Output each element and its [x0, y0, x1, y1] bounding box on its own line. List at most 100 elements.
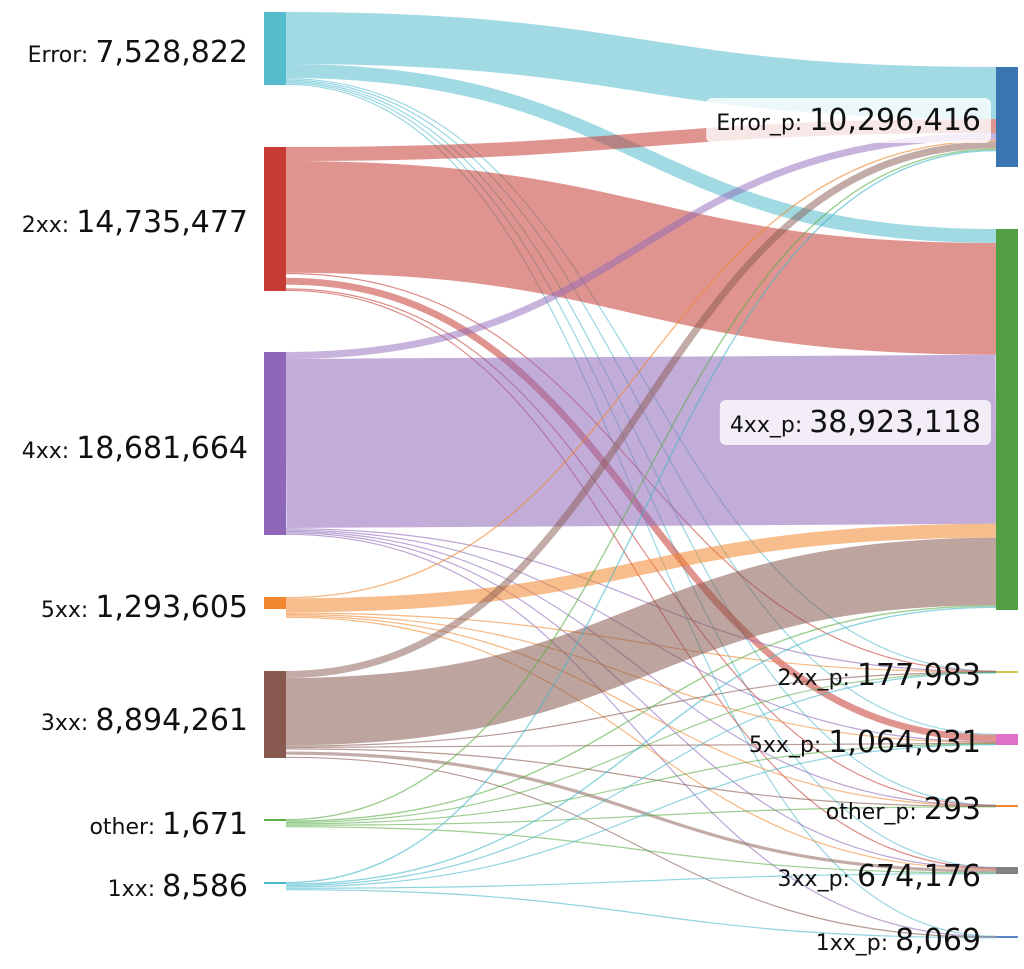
target-error_p-label-bg	[706, 98, 991, 143]
flow-2xx-to-3xx_p	[285, 289, 997, 869]
node-5xx	[264, 597, 286, 609]
flow-5xx-to-5xx_p	[285, 613, 997, 744]
flow-other-to-5xx_p	[285, 743, 997, 825]
flow-1xx-to-1xx_p	[285, 889, 997, 939]
target-4xx_p-label-group: 4xx_p: 38,923,118	[719, 400, 991, 445]
source-4xx-label: 4xx: 18,681,664	[22, 431, 248, 466]
node-2xx_p	[996, 671, 1018, 673]
flow-4xx-to-3xx_p	[285, 532, 997, 870]
node-4xx	[264, 352, 286, 535]
source-error-label: Error: 7,528,822	[28, 35, 248, 70]
source-5xx-label-group: 5xx: 1,293,605	[41, 590, 248, 625]
target-4xx_p-value: 38,923,118	[809, 405, 981, 440]
source-4xx-label-group: 4xx: 18,681,664	[22, 431, 248, 466]
source-error-name: Error:	[28, 43, 96, 68]
flow-4xx-to-1xx_p	[285, 533, 997, 938]
source-3xx-label-group: 3xx: 8,894,261	[41, 703, 248, 738]
source-4xx-name: 4xx:	[22, 439, 76, 464]
source-2xx-value: 14,735,477	[76, 205, 248, 240]
node-3xx_p	[996, 867, 1018, 874]
flow-2xx-to-other_p	[285, 288, 997, 807]
flow-1xx-to-4xx_p	[285, 606, 997, 885]
flow-error-to-4xx_p	[285, 64, 997, 243]
flow-3xx-to-1xx_p	[285, 756, 997, 938]
node-other	[264, 819, 286, 821]
target-4xx_p-label-bg	[719, 400, 991, 445]
node-3xx	[264, 671, 286, 758]
source-other-name: other:	[89, 815, 162, 840]
flow-4xx-to-error_p	[285, 133, 997, 359]
target-5xx_p-label: 5xx_p: 1,064,031	[749, 725, 981, 760]
target-1xx_p-name: 1xx_p:	[816, 931, 895, 956]
flow-other-to-4xx_p	[285, 605, 997, 822]
flow-1xx-to-5xx_p	[285, 744, 997, 888]
target-1xx_p-label-group: 1xx_p: 8,069	[816, 923, 981, 958]
flow-2xx-to-4xx_p	[285, 161, 997, 355]
source-5xx-label: 5xx: 1,293,605	[41, 590, 248, 625]
source-3xx-value: 8,894,261	[95, 703, 248, 738]
flow-5xx-to-other_p	[285, 615, 997, 807]
flow-3xx-to-3xx_p	[285, 751, 997, 873]
flow-1xx-to-2xx_p	[285, 672, 997, 887]
target-4xx_p-name: 4xx_p:	[730, 413, 809, 438]
node-1xx	[264, 882, 286, 884]
target-3xx_p-value: 674,176	[857, 859, 981, 894]
target-3xx_p-label-group: 3xx_p: 674,176	[778, 859, 981, 894]
source-2xx-name: 2xx:	[22, 213, 76, 238]
source-1xx-label: 1xx: 8,586	[108, 869, 248, 904]
flow-1xx-to-3xx_p	[285, 873, 997, 889]
flow-3xx-to-4xx_p	[285, 537, 997, 746]
source-other-label-group: other: 1,671	[89, 807, 248, 842]
source-1xx-value: 8,586	[162, 869, 248, 904]
source-2xx-label-group: 2xx: 14,735,477	[22, 205, 248, 240]
node-error	[264, 12, 286, 85]
source-2xx-label: 2xx: 14,735,477	[22, 205, 248, 240]
flow-error-to-error_p	[285, 12, 997, 119]
flow-3xx-to-2xx_p	[285, 671, 997, 747]
target-error_p-value: 10,296,416	[809, 103, 981, 138]
target-error_p-label: Error_p: 10,296,416	[716, 103, 981, 138]
target-1xx_p-label: 1xx_p: 8,069	[816, 923, 981, 958]
source-5xx-name: 5xx:	[41, 598, 95, 623]
target-3xx_p-label: 3xx_p: 674,176	[778, 859, 981, 894]
source-other-value: 1,671	[162, 807, 248, 842]
source-3xx-name: 3xx:	[41, 711, 95, 736]
target-5xx_p-label-group: 5xx_p: 1,064,031	[749, 725, 981, 760]
target-2xx_p-value: 177,983	[857, 658, 981, 693]
target-other_p-label-group: other_p: 293	[826, 792, 981, 827]
target-2xx_p-name: 2xx_p:	[778, 666, 857, 691]
node-labels: Error: 7,528,822 2xx: 14,735,477 4xx: 18,6…	[22, 35, 991, 958]
source-error-label-group: Error: 7,528,822	[28, 35, 248, 70]
node-2xx	[264, 147, 286, 291]
target-3xx_p-name: 3xx_p:	[778, 867, 857, 892]
source-other-label: other: 1,671	[89, 807, 248, 842]
flow-other-to-error_p	[285, 148, 997, 821]
target-2xx_p-label-group: 2xx_p: 177,983	[778, 658, 981, 693]
node-5xx_p	[996, 734, 1018, 745]
flow-1xx-to-error_p	[285, 149, 997, 884]
nodes	[264, 12, 1018, 938]
target-5xx_p-value: 1,064,031	[828, 725, 981, 760]
source-3xx-label: 3xx: 8,894,261	[41, 703, 248, 738]
flow-5xx-to-3xx_p	[285, 616, 997, 870]
flow-4xx-to-2xx_p	[285, 528, 997, 673]
source-error-value: 7,528,822	[95, 35, 248, 70]
source-5xx-value: 1,293,605	[95, 590, 248, 625]
flow-other-to-3xx_p	[285, 826, 997, 874]
target-2xx_p-label: 2xx_p: 177,983	[778, 658, 981, 693]
node-error_p	[996, 67, 1018, 167]
target-4xx_p-label: 4xx_p: 38,923,118	[730, 405, 981, 440]
target-other_p-name: other_p:	[826, 800, 924, 825]
target-1xx_p-value: 8,069	[895, 923, 981, 958]
source-1xx-label-group: 1xx: 8,586	[108, 869, 248, 904]
target-other_p-label: other_p: 293	[826, 792, 981, 827]
source-1xx-name: 1xx:	[108, 877, 162, 902]
flow-5xx-to-error_p	[285, 140, 997, 599]
flow-other-to-2xx_p	[285, 671, 997, 824]
target-error_p-name: Error_p:	[716, 111, 809, 136]
flow-5xx-to-4xx_p	[285, 523, 997, 613]
target-5xx_p-name: 5xx_p:	[749, 733, 828, 758]
node-other_p	[996, 805, 1018, 807]
target-other_p-value: 293	[924, 792, 981, 827]
